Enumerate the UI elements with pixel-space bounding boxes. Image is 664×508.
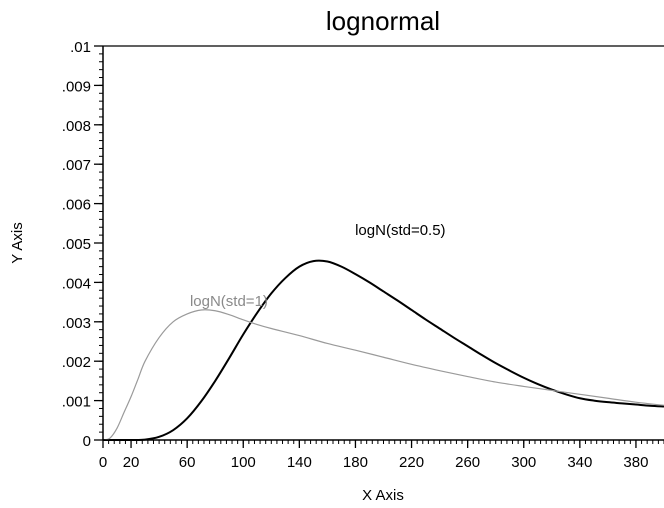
- x-tick-label: 260: [455, 454, 480, 471]
- y-tick-label: .008: [62, 118, 91, 135]
- x-tick-label: 180: [343, 454, 368, 471]
- y-tick-label: .002: [62, 354, 91, 371]
- labels-layer: 0 20 60 100 140 180 220 260 300 340 380 0 .001 .002 .0…: [62, 39, 649, 471]
- x-axis-label: X Axis: [362, 487, 404, 504]
- y-tick-label: .005: [62, 236, 91, 253]
- y-tick-label: .006: [62, 197, 91, 214]
- y-tick-label: .003: [62, 315, 91, 332]
- y-tick-label: 0: [83, 433, 91, 450]
- annotation-std-0-5: logN(std=0.5): [355, 222, 445, 239]
- x-tick-label: 340: [567, 454, 592, 471]
- x-tick-label: 300: [511, 454, 536, 471]
- x-tick-label: 60: [179, 454, 196, 471]
- y-tick-label: .004: [62, 275, 91, 292]
- series-line-std-1: [102, 309, 664, 441]
- x-tick-label: 100: [231, 454, 256, 471]
- annotation-std-1: logN(std=1): [190, 293, 268, 310]
- x-tick-label: 220: [399, 454, 424, 471]
- y-axis-label: Y Axis: [9, 222, 26, 263]
- x-tick-label: 380: [623, 454, 648, 471]
- y-tick-label: .007: [62, 157, 91, 174]
- x-tick-label: 140: [287, 454, 312, 471]
- series-layer: [102, 259, 664, 442]
- x-tick-label: 20: [123, 454, 140, 471]
- x-tick-label: 0: [99, 454, 107, 471]
- chart-title: lognormal: [326, 6, 440, 36]
- series-line-std-0-5: [102, 259, 664, 442]
- ticks-layer: [94, 45, 664, 448]
- y-tick-label: .001: [62, 394, 91, 411]
- y-tick-label: .01: [70, 39, 91, 56]
- y-tick-label: .009: [62, 78, 91, 95]
